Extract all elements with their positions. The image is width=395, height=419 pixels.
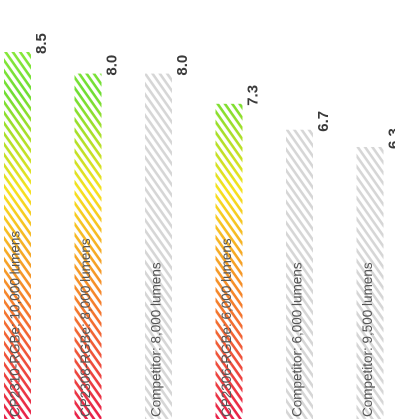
value-label-1: 8.5 (33, 33, 50, 54)
bar-3 (145, 73, 172, 419)
bar-2 (74, 73, 102, 419)
category-label-3: Competitor: 8,000 lumens (149, 262, 164, 417)
bar-5 (286, 129, 313, 419)
category-label-6: Competitor: 9,500 lumens (360, 262, 375, 417)
category-label-5: Competitor: 6,000 lumens (290, 262, 305, 417)
bar-4 (215, 103, 243, 419)
category-label-4: CP2306-RGBe: 6,000 lumens (219, 238, 234, 417)
value-label-5: 6.7 (315, 111, 332, 132)
category-label-1: CP2310-RGBe: 10,000 lumens (8, 231, 23, 417)
value-label-2: 8.0 (104, 55, 121, 76)
labels: CP2310-RGBe: 10,000 lumens 8.5 CP2308-RGBe… (8, 33, 395, 417)
bars (4, 52, 384, 419)
bar-1 (4, 52, 31, 419)
category-label-2: CP2308-RGBe: 8,000 lumens (78, 238, 93, 417)
bar-6 (356, 146, 384, 419)
value-label-3: 8.0 (174, 55, 191, 76)
value-label-6: 6.3 (386, 128, 395, 149)
value-label-4: 7.3 (245, 85, 262, 106)
